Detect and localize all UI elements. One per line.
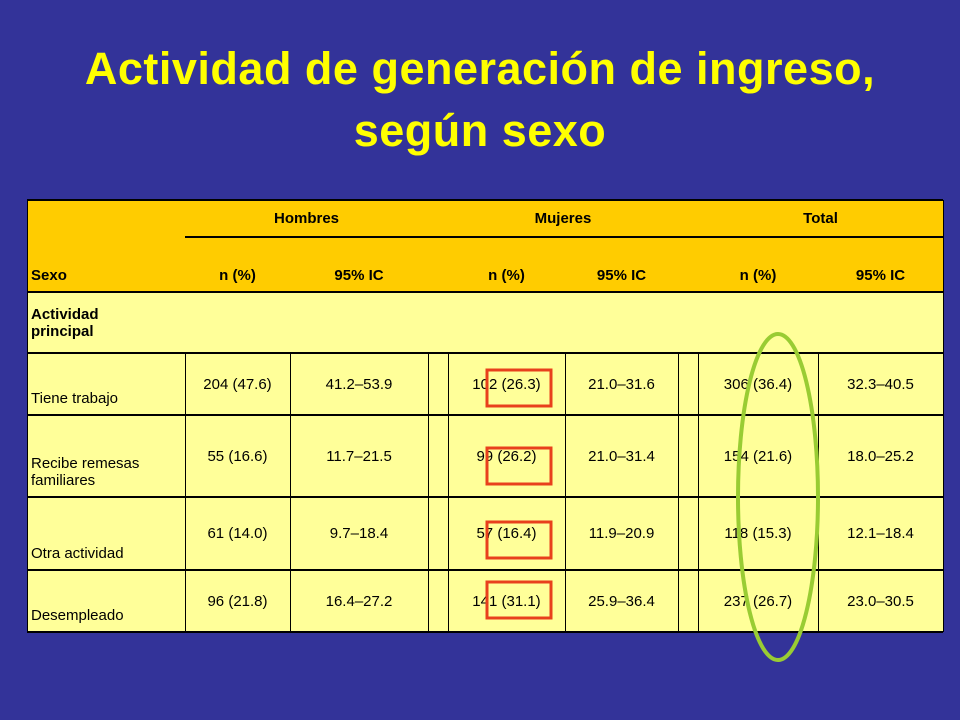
subheader: 95% IC (855, 267, 906, 284)
group-header: Mujeres (534, 210, 592, 227)
cell: 55 (16.6) (207, 447, 268, 465)
cell: 61 (14.0) (207, 525, 268, 542)
body-bg (27, 292, 943, 632)
rule (677, 353, 679, 632)
subheader: 95% IC (334, 267, 384, 284)
cell: 102 (26.3) (472, 375, 541, 393)
rule (27, 631, 943, 633)
row-label: Desempleado (31, 607, 124, 624)
cell: 41.2–53.9 (325, 375, 393, 393)
cell: 204 (47.6) (203, 375, 272, 393)
cell: 306 (36.4) (723, 375, 793, 393)
rule (27, 496, 943, 498)
highlight-boxes (485, 368, 553, 620)
rule (26, 200, 28, 632)
group-header: Hombres (273, 210, 340, 227)
rule (564, 353, 566, 632)
highlight-box (485, 368, 553, 408)
cell: 57 (16.4) (476, 525, 537, 542)
highlight-box (485, 520, 553, 560)
cell: 9.7–18.4 (329, 525, 389, 542)
rule (27, 414, 943, 416)
cell: 18.0–25.2 (847, 447, 914, 465)
rule (289, 353, 291, 632)
rule (27, 199, 943, 201)
row-label: Tiene trabajo (31, 390, 118, 407)
rule (447, 353, 449, 632)
rule (942, 200, 944, 632)
highlight-ellipse (736, 332, 820, 662)
rule (185, 236, 943, 238)
rule (697, 353, 699, 632)
subheader: n (%) (488, 267, 525, 284)
rule (184, 353, 186, 632)
cell: 21.0–31.4 (588, 447, 655, 465)
rule (427, 353, 429, 632)
group-header: Total (803, 210, 838, 227)
subheader: n (%) (219, 267, 256, 284)
cell: 96 (21.8) (207, 592, 268, 610)
subheader: n (%) (739, 267, 777, 284)
rule (27, 291, 943, 293)
cell: 11.9–20.9 (588, 525, 655, 542)
cell: 16.4–27.2 (325, 592, 393, 610)
subheader: 95% IC (596, 267, 647, 284)
cell: 11.7–21.5 (326, 447, 392, 465)
cell: 12.1–18.4 (847, 525, 914, 542)
cell: 141 (31.1) (472, 592, 541, 610)
cell: 23.0–30.5 (847, 592, 914, 610)
cell: 99 (26.2) (476, 447, 537, 465)
title: Actividad de generación de ingreso, segú… (84, 43, 876, 156)
cell: 237 (26.7) (723, 592, 793, 610)
header-bg (27, 200, 943, 292)
highlight-box (485, 580, 553, 620)
rule (27, 569, 943, 571)
rule (27, 352, 943, 354)
row-label: Recibe remesas familiares (31, 455, 140, 489)
row-label: Otra actividad (31, 545, 124, 562)
highlight-box (485, 446, 553, 486)
row-header: Sexo (31, 267, 67, 284)
cell: 21.0–31.6 (588, 375, 655, 393)
cell: 25.9–36.4 (588, 592, 655, 610)
cell: 32.3–40.5 (847, 375, 914, 393)
section-label: Actividad principal (31, 305, 99, 340)
